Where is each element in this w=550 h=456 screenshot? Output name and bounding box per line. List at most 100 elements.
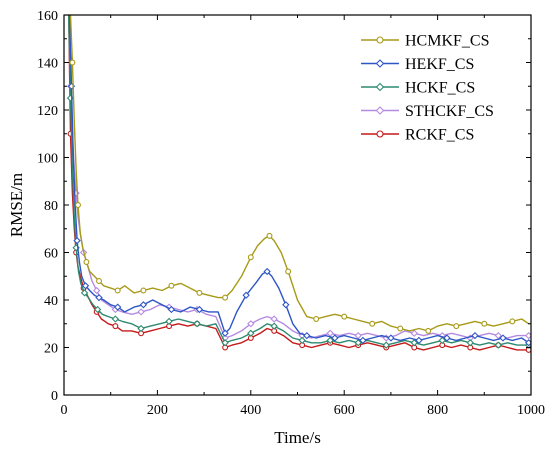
data-point	[285, 268, 292, 275]
y-tick-label: 20	[44, 342, 58, 357]
data-point	[75, 202, 81, 208]
y-axis: 0 20 40 60 80 100 120 140 160	[37, 9, 531, 404]
data-point	[83, 259, 90, 265]
data-point	[221, 339, 229, 347]
data-point	[137, 308, 145, 316]
legend-label: HEKF_CS	[405, 56, 474, 73]
data-point	[167, 305, 176, 314]
data-point	[326, 329, 334, 337]
data-point	[168, 282, 175, 289]
data-point	[114, 303, 122, 311]
legend-label: HCMKF_CS	[405, 33, 489, 50]
data-point	[331, 334, 339, 342]
data-point	[509, 318, 516, 325]
data-point	[139, 301, 148, 309]
legend-marker	[375, 59, 385, 68]
x-tick-label: 800	[427, 403, 448, 418]
data-point	[298, 336, 306, 345]
legend-label: STHCKF_CS	[405, 103, 494, 120]
x-tick-label: 0	[61, 403, 68, 418]
data-point	[303, 331, 311, 340]
x-tick-label: 600	[334, 403, 355, 418]
y-tick-label: 60	[44, 247, 58, 262]
data-point	[114, 287, 121, 294]
data-point	[196, 289, 203, 296]
data-point	[387, 334, 395, 342]
data-point	[471, 331, 479, 340]
data-point	[481, 320, 488, 327]
data-point	[354, 331, 362, 340]
data-point	[93, 305, 102, 314]
data-point	[247, 254, 254, 261]
data-point	[453, 323, 460, 330]
data-point	[195, 305, 204, 314]
data-point	[111, 315, 120, 323]
data-point	[96, 278, 102, 284]
series-hcmkf-cs	[69, 15, 530, 334]
legend-marker	[376, 130, 384, 138]
series-layer	[66, 15, 531, 353]
data-point	[221, 329, 229, 337]
data-point	[359, 336, 367, 345]
data-point	[443, 334, 451, 342]
data-point	[415, 336, 423, 345]
y-axis-label: RMSE/m	[7, 173, 26, 237]
legend-label: RCKF_CS	[405, 127, 474, 144]
data-point	[266, 232, 273, 239]
data-point	[354, 339, 362, 347]
data-point	[73, 236, 81, 245]
data-point	[165, 317, 173, 326]
data-point	[369, 320, 376, 327]
data-point	[137, 324, 145, 333]
series-hckf-cs	[66, 15, 531, 349]
y-tick-label: 160	[37, 9, 58, 24]
y-tick-label: 0	[51, 389, 58, 404]
data-point	[466, 339, 474, 347]
y-tick-label: 120	[37, 104, 58, 119]
data-point	[222, 294, 229, 301]
data-point	[140, 287, 147, 294]
data-point	[193, 320, 201, 328]
data-point	[425, 327, 432, 334]
data-point	[282, 301, 290, 309]
data-point	[494, 341, 502, 349]
data-point	[247, 320, 255, 328]
legend-item-hcmkf-cs: HCMKF_CS	[361, 33, 489, 50]
data-point	[247, 329, 255, 337]
legend-item-hckf-cs: HCKF_CS	[361, 80, 475, 97]
x-tick-label: 1000	[517, 403, 545, 418]
data-point	[69, 59, 76, 66]
data-point	[93, 286, 101, 295]
series-line-sthckf-cs	[68, 15, 529, 339]
legend-label: HCKF_CS	[405, 80, 475, 97]
data-point	[397, 325, 404, 332]
x-axis: 0 200 400 600 800 1000	[61, 15, 545, 418]
y-tick-label: 80	[44, 199, 58, 214]
legend-item-hekf-cs: HEKF_CS	[361, 56, 474, 73]
data-point	[270, 315, 278, 323]
legend: HCMKF_CS HEKF_CS HCKF_CS STHCKF_CS RCKF_CS	[361, 33, 494, 144]
legend-item-rckf-cs: RCKF_CS	[361, 127, 474, 144]
data-point	[438, 336, 446, 345]
legend-marker	[376, 36, 384, 44]
y-tick-label: 100	[37, 152, 58, 167]
data-point	[263, 267, 271, 276]
data-point	[80, 289, 89, 297]
data-point	[382, 341, 390, 349]
x-tick-label: 400	[240, 403, 261, 418]
legend-item-sthckf-cs: STHCKF_CS	[361, 103, 494, 120]
data-point	[499, 334, 507, 342]
data-point	[341, 313, 348, 320]
legend-marker	[375, 106, 385, 115]
y-tick-label: 40	[44, 294, 58, 309]
data-point	[326, 336, 334, 345]
data-point	[270, 322, 278, 330]
y-tick-label: 140	[37, 57, 58, 72]
data-point	[410, 329, 418, 337]
x-tick-label: 200	[147, 403, 168, 418]
data-point	[112, 323, 119, 330]
data-point	[66, 94, 75, 102]
data-point	[81, 282, 90, 290]
